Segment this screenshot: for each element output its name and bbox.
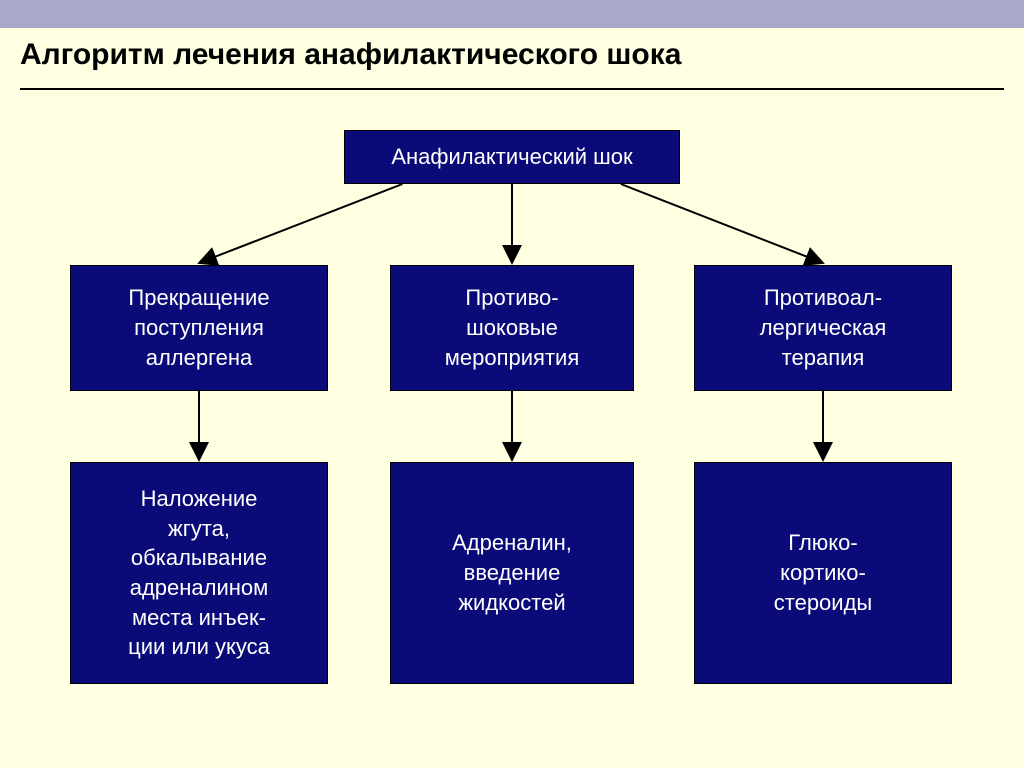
node-a3: Противоал-лергическаятерапия	[694, 265, 952, 391]
title-area: Алгоритм лечения анафилактического шока	[0, 28, 1024, 78]
node-b2: Адреналин,введениежидкостей	[390, 462, 634, 684]
node-b1: Наложениежгута,обкалываниеадреналиноммес…	[70, 462, 328, 684]
node-b3: Глюко-кортико-стероиды	[694, 462, 952, 684]
page-title: Алгоритм лечения анафилактического шока	[20, 38, 1004, 72]
node-a1: Прекращениепоступленияаллергена	[70, 265, 328, 391]
node-a2: Противо-шоковыемероприятия	[390, 265, 634, 391]
edge-root-a3	[621, 184, 823, 263]
edge-root-a1	[199, 184, 402, 263]
top-bar	[0, 0, 1024, 28]
flowchart: Анафилактический шок Прекращениепоступлен…	[0, 90, 1024, 730]
node-root: Анафилактический шок	[344, 130, 680, 184]
